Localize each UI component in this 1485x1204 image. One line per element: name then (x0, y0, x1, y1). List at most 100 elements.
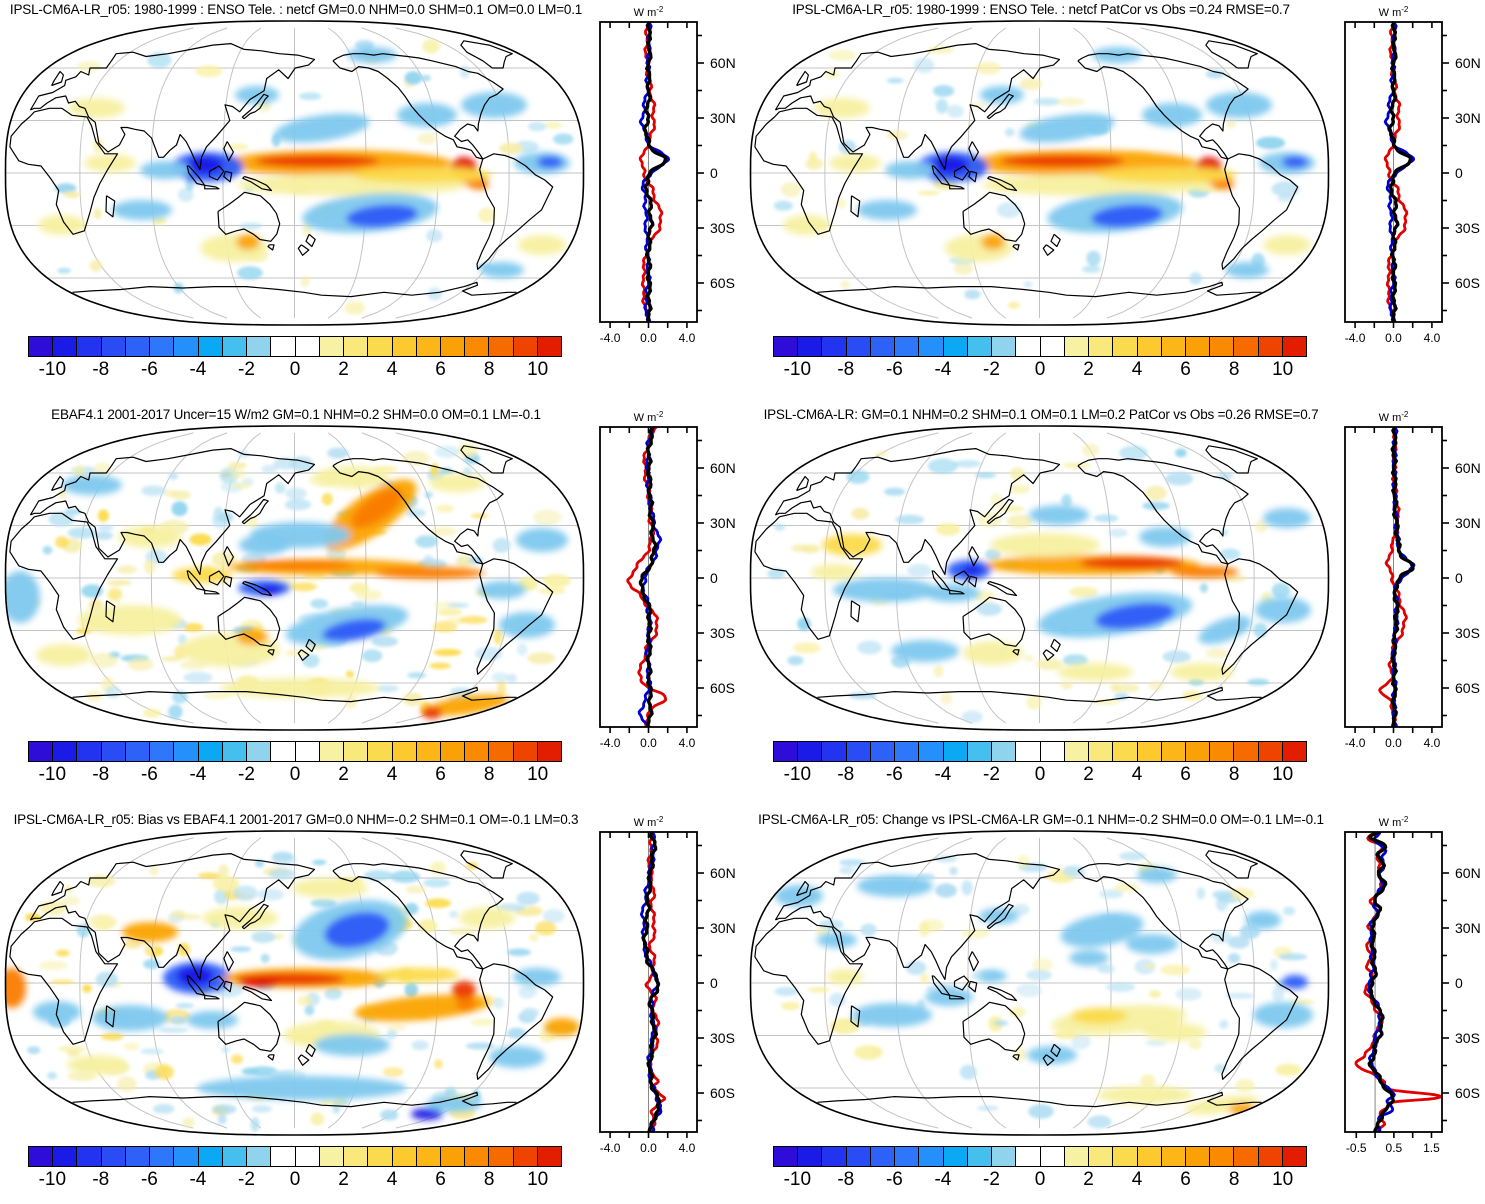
colorbar-cell (1281, 1146, 1308, 1167)
colorbar-cell (149, 741, 175, 762)
zonal-series (1378, 427, 1416, 727)
colorbar-tick-label: 4 (1131, 359, 1143, 380)
lat-tick-label: 30N (710, 110, 736, 126)
zonal-mean-plot: W m-2 -0.5 0.5 1.5 60N 30N 0 30S 60S (1344, 816, 1481, 1155)
colorbar-cell (512, 741, 538, 762)
colorbar-tick-label: -2 (983, 764, 1000, 785)
colorbar-tick-label: 8 (483, 1169, 495, 1190)
colorbar-tick-label: -6 (140, 359, 158, 380)
colorbar-tick-label: 10 (527, 764, 549, 785)
colorbar-cell (1088, 741, 1114, 762)
panel-title: IPSL-CM6A-LR_r05: 1980-1999 : ENSO Tele.… (792, 2, 1290, 17)
zonal-series (1354, 832, 1442, 1132)
anomaly-regions (5, 878, 580, 1120)
colorbar-tick-label: -10 (38, 764, 67, 785)
lat-tick-label: 30S (1455, 1030, 1480, 1046)
colorbar-gradient (28, 1146, 563, 1167)
colorbar: -10 -8 -6 -4 -2 0 2 4 6 8 10 (773, 741, 1308, 787)
colorbar-cell (966, 1146, 993, 1167)
panel-bottom-right: IPSL-CM6A-LR_r05: Change vs IPSL-CM6A-LR… (745, 810, 1485, 1204)
colorbar-cell (28, 741, 54, 762)
colorbar-tick-label: -2 (238, 359, 255, 380)
coastlines (9, 445, 554, 703)
colorbar-cell (1112, 1146, 1138, 1167)
colorbar-tick-label: 10 (1272, 359, 1294, 380)
lat-tick-label: 0 (710, 570, 718, 586)
colorbar-gradient (773, 336, 1308, 357)
x-tick-label: 0.0 (640, 736, 657, 750)
colorbar-cell (1136, 336, 1162, 357)
colorbar-cell (173, 1146, 199, 1167)
colorbar-cell (1257, 336, 1283, 357)
colorbar-tick-label: 4 (1131, 764, 1143, 785)
colorbar-cell (773, 1146, 799, 1167)
world-anomaly-map (749, 830, 1330, 1136)
lat-tick-label: 0 (1455, 975, 1463, 991)
colorbar-tick-label: -8 (92, 764, 110, 785)
x-tick-label: 1.5 (1423, 1141, 1440, 1155)
colorbar-cell (439, 1146, 466, 1167)
x-tick-label: -4.0 (600, 736, 621, 750)
colorbar-cell (415, 336, 441, 357)
colorbar-tick-label: -2 (238, 1169, 255, 1190)
colorbar-cell (991, 741, 1017, 762)
colorbar-cell (1233, 336, 1259, 357)
lat-tick-label: 0 (710, 165, 718, 181)
zonal-series (1383, 22, 1415, 322)
colorbar-cell (439, 336, 466, 357)
colorbar-cell (1233, 1146, 1259, 1167)
colorbar-cell (1184, 1146, 1211, 1167)
colorbar-cell (512, 1146, 538, 1167)
lat-tick-label: 60N (710, 865, 736, 881)
lat-tick-label: 60S (710, 275, 735, 291)
x-tick-label: 4.0 (679, 1141, 696, 1155)
colorbar-cell (52, 1146, 78, 1167)
colorbar-tick-label: -4 (934, 359, 952, 380)
lat-tick-label: 60N (710, 460, 736, 476)
zonal-series (639, 832, 667, 1132)
colorbar-cell (173, 336, 199, 357)
colorbar-cell (270, 741, 296, 762)
colorbar: -10 -8 -6 -4 -2 0 2 4 6 8 10 (28, 1146, 563, 1192)
lat-tick-label: 30N (1455, 920, 1481, 936)
panel-middle-right: IPSL-CM6A-LR: GM=0.1 NHM=0.2 SHM=0.1 OM=… (745, 405, 1485, 799)
colorbar-cell (197, 1146, 223, 1167)
colorbar-tick-label: 0 (1034, 764, 1046, 785)
anomaly-regions (775, 867, 1313, 1115)
colorbar-tick-label: 2 (338, 1169, 349, 1190)
lat-tick-label: 60S (1455, 275, 1480, 291)
colorbar-cell (1015, 1146, 1041, 1167)
colorbar-cell (488, 1146, 514, 1167)
panel-top-right: IPSL-CM6A-LR_r05: 1980-1999 : ENSO Tele.… (745, 0, 1485, 394)
lat-tick-label: 0 (710, 975, 718, 991)
colorbar-cell (28, 1146, 54, 1167)
colorbar-tick-label: 0 (1034, 359, 1046, 380)
colorbar-tick-label: 6 (435, 764, 446, 785)
x-tick-label: 0.0 (640, 331, 657, 345)
lat-tick-label: 30S (710, 625, 735, 641)
colorbar-tick-label: 2 (338, 764, 349, 785)
colorbar-cell (1112, 336, 1138, 357)
colorbar: -10 -8 -6 -4 -2 0 2 4 6 8 10 (773, 1146, 1308, 1192)
world-anomaly-map (4, 20, 585, 326)
coastlines (754, 445, 1299, 703)
colorbar-cell (246, 336, 272, 357)
colorbar-cell (294, 741, 320, 762)
colorbar-cell (821, 1146, 847, 1167)
colorbar-cell (76, 336, 102, 357)
lat-tick-label: 0 (1455, 570, 1463, 586)
colorbar-cell (773, 336, 799, 357)
colorbar-cell (100, 741, 126, 762)
colorbar-tick-label: 8 (483, 359, 495, 380)
colorbar-cell (197, 741, 223, 762)
colorbar-cell (246, 741, 272, 762)
zonal-mean-plot: W m-2 -4.0 0.0 4.0 60N 30N 0 30S 60S (599, 816, 736, 1155)
panel-bottom-left: IPSL-CM6A-LR_r05: Bias vs EBAF4.1 2001-2… (0, 810, 742, 1204)
unit-label: W m-2 (1379, 816, 1409, 829)
colorbar-gradient (28, 336, 563, 357)
colorbar-cell (391, 336, 417, 357)
colorbar-cell (991, 1146, 1017, 1167)
lat-tick-label: 30N (710, 515, 736, 531)
anomaly-regions (5, 466, 568, 719)
colorbar-cell (869, 336, 896, 357)
